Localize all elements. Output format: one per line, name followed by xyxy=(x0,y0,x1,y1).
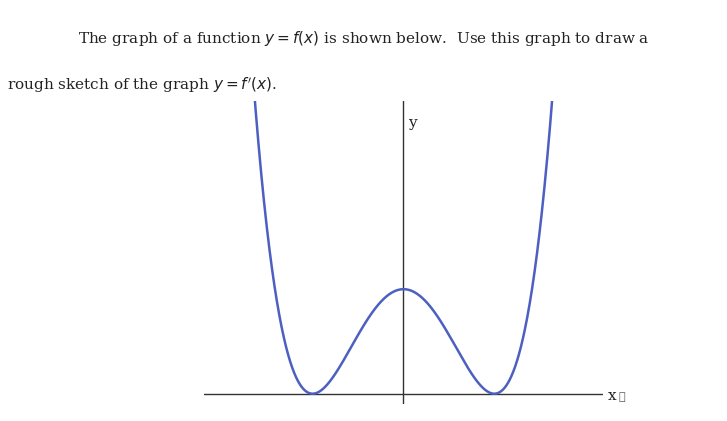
Text: rough sketch of the graph $y = f'(x)$.: rough sketch of the graph $y = f'(x)$. xyxy=(7,76,278,96)
Text: x: x xyxy=(608,389,616,403)
Text: ⓘ: ⓘ xyxy=(619,392,625,402)
Text: y: y xyxy=(408,116,417,130)
Text: The graph of a function $y = f(x)$ is shown below.  Use this graph to draw a: The graph of a function $y = f(x)$ is sh… xyxy=(78,29,649,48)
